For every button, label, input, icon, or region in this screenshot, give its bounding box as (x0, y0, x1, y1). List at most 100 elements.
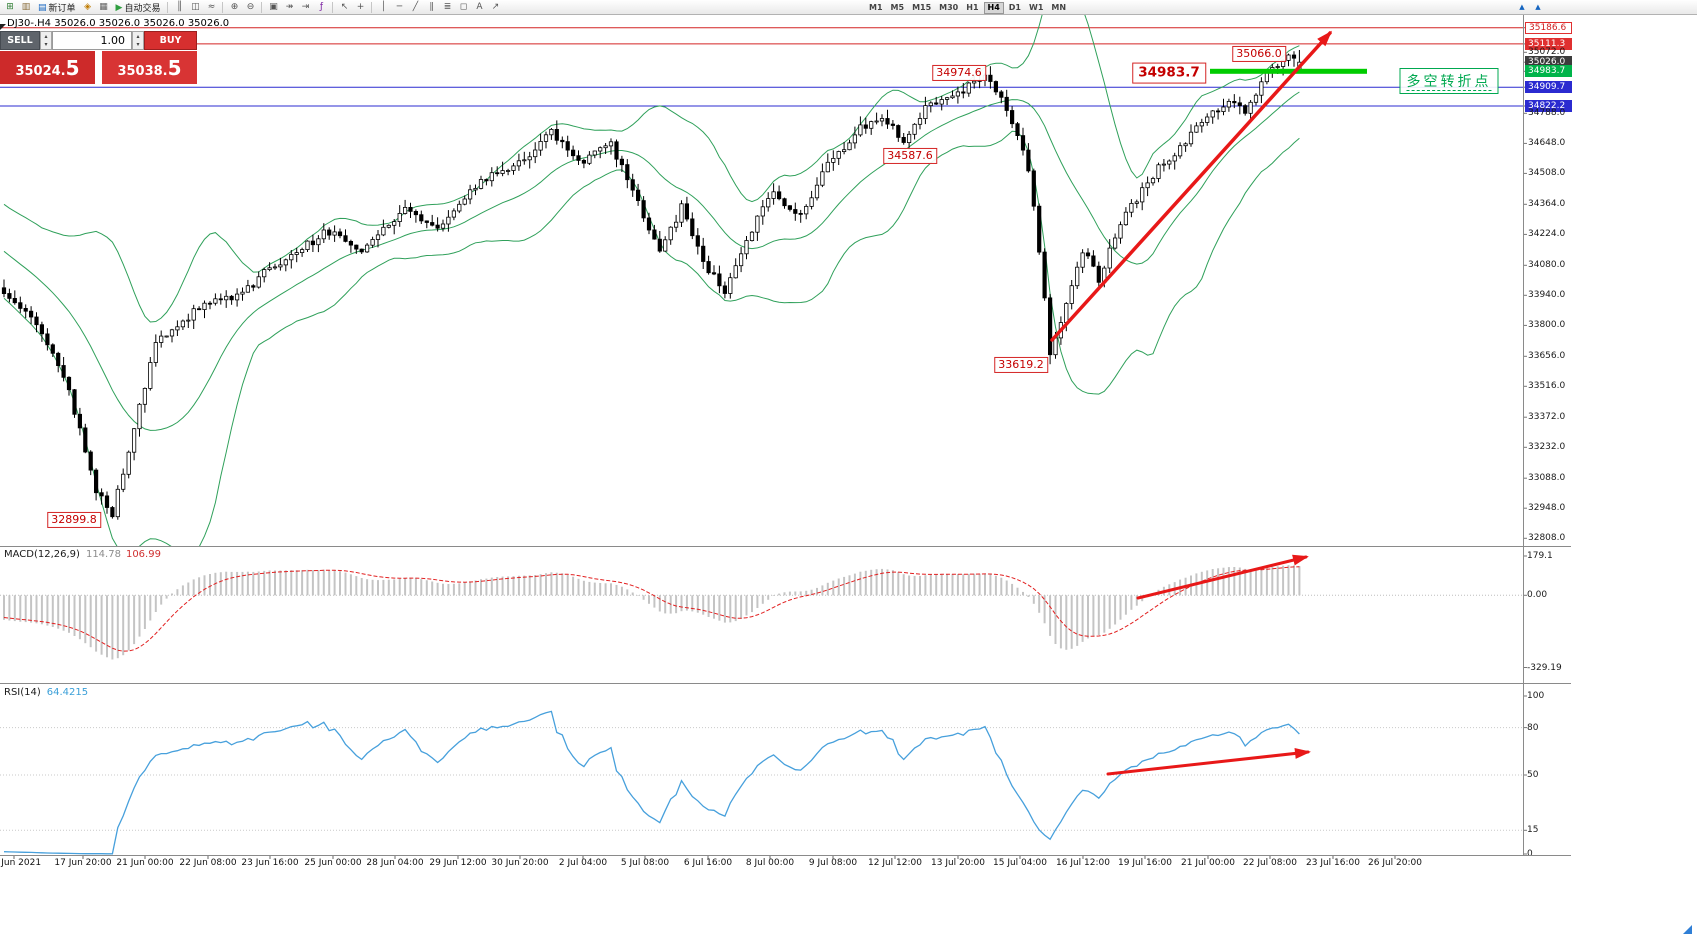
volume-increment-stepper[interactable]: ▴ ▾ (132, 31, 144, 50)
rsi-panel-separator[interactable] (0, 683, 1571, 684)
volume-decrement-stepper[interactable]: ▴ ▾ (40, 31, 52, 50)
macd-axis-tick: 179.1 (1527, 551, 1553, 561)
main-trend-arrow[interactable] (1050, 31, 1332, 342)
cursor-button[interactable]: ↖ (337, 1, 351, 14)
arrows-button[interactable]: ↗ (488, 1, 502, 14)
timeframe-button-w1[interactable]: W1 (1029, 2, 1044, 12)
crosshair-button[interactable]: + (353, 1, 367, 14)
tile-windows-button[interactable]: ▣ (266, 1, 280, 14)
toolbar-extra-button-1[interactable]: ▲ (1515, 1, 1529, 14)
trade-panel-collapse-icon[interactable] (0, 24, 6, 30)
price-axis-tag: 35111.3 (1525, 37, 1572, 50)
macd-trend-arrow[interactable] (1136, 555, 1308, 600)
timeframe-button-m15[interactable]: M15 (912, 2, 932, 12)
sell-price-display[interactable]: 35024. 5 (0, 51, 95, 84)
text-icon: A (476, 2, 483, 12)
trendline-button[interactable]: ╱ (408, 1, 422, 14)
rsi-value: 64.4215 (46, 687, 89, 698)
alert-button[interactable]: ◈ (81, 1, 95, 14)
price-axis-tick: 34508.0 (1528, 168, 1566, 179)
rsi-trend-arrow[interactable] (1106, 750, 1310, 776)
auto-scroll-button[interactable]: ↠ (282, 1, 296, 14)
text-button[interactable]: A (472, 1, 486, 14)
price-annotation[interactable]: 34983.7 (1132, 62, 1206, 84)
price-annotation[interactable]: 35066.0 (1232, 45, 1286, 63)
macd-name: MACD(12,26,9) (4, 549, 80, 560)
indicators-button[interactable]: ƒ (314, 1, 328, 14)
time-axis-label: 16 Jun 2021 (0, 858, 42, 868)
line-chart-icon: ≈ (207, 2, 216, 12)
chart-shift-button[interactable]: ⇥ (298, 1, 312, 14)
time-axis-label: 5 Jul 08:00 (620, 858, 670, 868)
time-axis-label: 23 Jul 16:00 (1306, 858, 1360, 868)
timeframe-button-m30[interactable]: M30 (939, 2, 959, 12)
timeframe-button-h4[interactable]: H4 (983, 1, 1004, 14)
new-order-button[interactable]: ▤ 新订单 (34, 1, 80, 15)
price-annotation[interactable]: 32899.8 (47, 511, 101, 529)
time-axis-label: 6 Jul 16:00 (683, 858, 733, 868)
candlestick-chart-button[interactable]: ◫ (188, 1, 202, 14)
horizontal-line-button[interactable]: ─ (392, 1, 406, 14)
macd-trend-arrow-head (1292, 554, 1309, 566)
timeframe-button-mn[interactable]: MN (1051, 2, 1067, 12)
timeframe-button-h1[interactable]: H1 (966, 2, 979, 12)
sell-button[interactable]: SELL (0, 31, 40, 50)
autotrading-button[interactable]: ▶ 自动交易 (112, 1, 165, 15)
zoom-in-button[interactable]: ⊕ (227, 1, 241, 14)
time-axis-label: 17 Jun 20:00 (54, 858, 112, 868)
macd-signal-value: 106.99 (125, 549, 161, 560)
cursor-icon: ↖ (340, 2, 349, 12)
volume-input[interactable] (52, 31, 132, 50)
price-axis-tag: 34983.7 (1525, 65, 1572, 78)
spin-down-icon: ▾ (136, 40, 140, 48)
price-annotation[interactable]: 33619.2 (994, 356, 1048, 374)
sell-price-big-digit: 5 (65, 56, 80, 80)
timeframe-button-d1[interactable]: D1 (1008, 2, 1021, 12)
rsi-layer (0, 710, 1523, 855)
bar-chart-button[interactable]: ║ (172, 1, 186, 14)
chart-shift-icon: ⇥ (301, 2, 310, 12)
new-chart-button[interactable]: ⊞ (3, 1, 17, 14)
price-annotation[interactable]: 34974.6 (932, 64, 986, 82)
timeframe-button-m5[interactable]: M5 (890, 2, 905, 12)
macd-axis-tick: 0.00 (1527, 590, 1548, 601)
fibonacci-button[interactable]: ≣ (440, 1, 454, 14)
shapes-icon: ◻ (459, 2, 468, 12)
one-click-trading-panel: SELL ▴▾ ▴▾ BUY 35024.5 35038.5 (0, 24, 197, 84)
buy-price-big-digit: 5 (167, 56, 182, 80)
line-chart-button[interactable]: ≈ (204, 1, 218, 14)
market-watch-button[interactable]: ▦ (97, 1, 111, 14)
zoom-out-button[interactable]: ⊖ (243, 1, 257, 14)
crosshair-icon: + (356, 2, 365, 12)
pivot-zone-line (1210, 68, 1367, 74)
bollinger-band-line (3, 130, 1300, 546)
time-axis-label: 22 Jul 08:00 (1243, 858, 1297, 868)
price-annotation[interactable]: 34587.6 (883, 147, 937, 165)
shapes-button[interactable]: ◻ (456, 1, 470, 14)
buy-price-display[interactable]: 35038. 5 (102, 51, 197, 84)
price-axis-tick: 34364.0 (1528, 199, 1566, 210)
macd-indicator-label: MACD(12,26,9) 114.78 106.99 (4, 549, 161, 560)
profiles-button[interactable]: ▥ (19, 1, 33, 14)
time-axis-label: 28 Jun 04:00 (366, 858, 424, 868)
vertical-line-button[interactable]: │ (376, 1, 390, 14)
toolbar-separator (332, 2, 334, 13)
price-axis-tick: 34648.0 (1528, 138, 1566, 149)
price-axis-tick: 34224.0 (1528, 229, 1566, 240)
channel-button[interactable]: ∥ (424, 1, 438, 14)
time-axis-label: 23 Jun 16:00 (241, 858, 299, 868)
toolbar-extra-button-2[interactable]: ▲ (1531, 1, 1545, 14)
macd-panel-separator[interactable] (0, 546, 1571, 547)
toolbar-separator (167, 2, 169, 13)
pivot-zone-label[interactable]: 多空转折点 (1399, 68, 1499, 94)
price-axis-tick: 33940.0 (1528, 290, 1566, 301)
new-order-button-label: 新订单 (48, 4, 76, 14)
macd-signal-line (3, 566, 1300, 652)
time-axis-label: 21 Jun 00:00 (116, 858, 174, 868)
bottom-right-arrow-icon[interactable] (1683, 925, 1692, 934)
alert-icon: ◈ (84, 2, 91, 12)
buy-button[interactable]: BUY (144, 31, 197, 50)
candlesticks-layer (1, 50, 1302, 520)
timeframe-button-m1[interactable]: M1 (869, 2, 883, 12)
